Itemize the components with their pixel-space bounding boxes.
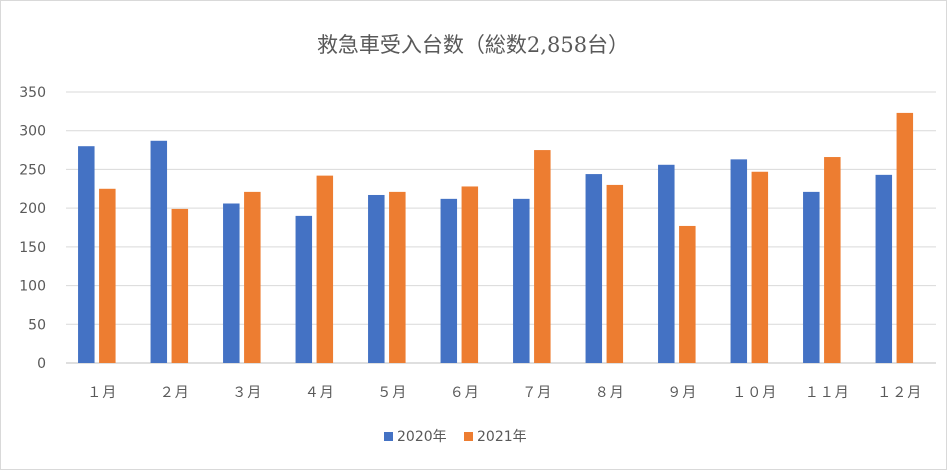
bar-series2 bbox=[461, 186, 479, 363]
y-tick-label: 0 bbox=[37, 356, 46, 372]
x-category-label: ２月 bbox=[160, 385, 190, 401]
bar-series1 bbox=[875, 174, 893, 363]
bar-series1 bbox=[730, 159, 748, 363]
bar-series1 bbox=[585, 174, 603, 363]
bar-series2 bbox=[534, 150, 551, 363]
legend-swatch bbox=[384, 432, 393, 441]
legend-swatch bbox=[464, 432, 473, 441]
bar-series1 bbox=[658, 164, 675, 363]
bar-series1 bbox=[803, 191, 820, 363]
bar-series2 bbox=[316, 175, 334, 363]
bar-series1 bbox=[368, 194, 385, 363]
y-tick-label: 250 bbox=[19, 162, 46, 178]
bar-series1 bbox=[295, 215, 313, 363]
legend-label: 2020年 bbox=[397, 429, 447, 445]
y-axis-ticks: 0 50 100 150 200 250 300 350 bbox=[19, 85, 46, 372]
bar-series2 bbox=[824, 157, 841, 363]
x-category-label: ４月 bbox=[305, 385, 335, 401]
x-category-label: ７月 bbox=[522, 385, 552, 401]
x-category-label: １１月 bbox=[805, 385, 850, 401]
y-tick-label: 50 bbox=[28, 317, 46, 333]
x-category-label: ８月 bbox=[595, 385, 625, 401]
bar-series1 bbox=[513, 198, 530, 363]
y-tick-label: 300 bbox=[19, 124, 46, 140]
x-category-label: ３月 bbox=[232, 385, 262, 401]
y-tick-label: 200 bbox=[19, 201, 46, 217]
y-tick-label: 100 bbox=[19, 279, 46, 295]
gridlines bbox=[66, 91, 936, 364]
bar-series2 bbox=[171, 208, 189, 363]
legend: 2020年 2021年 bbox=[384, 429, 527, 445]
x-category-label: １月 bbox=[87, 385, 117, 401]
bar-series1 bbox=[440, 198, 458, 363]
bar-series1 bbox=[78, 146, 95, 363]
bar-series2 bbox=[751, 171, 769, 363]
bar-series2 bbox=[606, 184, 624, 363]
bar-series1 bbox=[223, 203, 240, 363]
x-category-label: ６月 bbox=[450, 385, 480, 401]
x-category-label: １０月 bbox=[732, 385, 777, 401]
x-category-label: １２月 bbox=[877, 385, 922, 401]
legend-label: 2021年 bbox=[477, 429, 527, 445]
x-axis-categories: １月 ２月 ３月 ４月 ５月 ６月 ７月 ８月 ９月 １０月 １１月 １２月 bbox=[87, 385, 922, 401]
bar-series2 bbox=[896, 112, 914, 363]
bar-series1 bbox=[150, 140, 168, 363]
bar-series2 bbox=[389, 191, 406, 363]
bars bbox=[78, 112, 914, 363]
x-category-label: ５月 bbox=[377, 385, 407, 401]
bar-series2 bbox=[679, 225, 696, 363]
bar-series2 bbox=[244, 191, 261, 363]
chart-title: 救急車受入台数（総数2,858台） bbox=[317, 33, 629, 57]
y-tick-label: 350 bbox=[19, 85, 46, 101]
x-category-label: ９月 bbox=[667, 385, 697, 401]
bar-series2 bbox=[99, 188, 116, 363]
y-tick-label: 150 bbox=[19, 240, 46, 256]
